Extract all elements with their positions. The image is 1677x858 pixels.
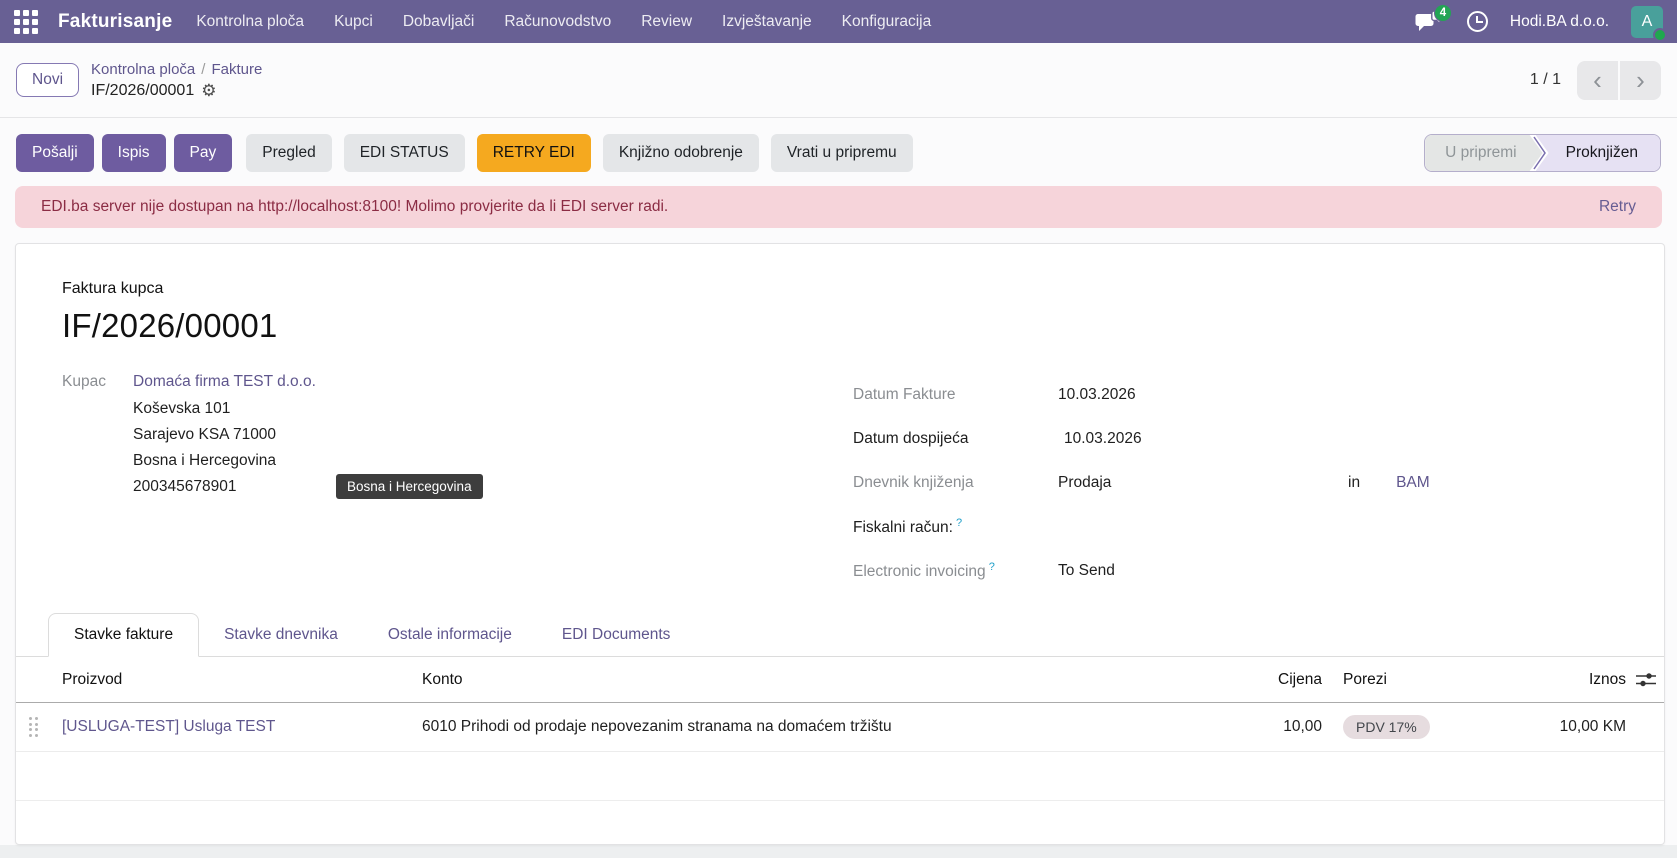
tab-journal-items[interactable]: Stavke dnevnika — [224, 626, 338, 643]
partner-block: Kupac Domaća firma TEST d.o.o. Koševska … — [62, 373, 762, 593]
invoice-form-sheet: Faktura kupca IF/2026/00001 Kupac Domaća… — [15, 243, 1665, 845]
column-header-price[interactable]: Cijena — [1278, 670, 1322, 688]
menu-item-reporting[interactable]: Izvještavanje — [722, 12, 812, 30]
statusbar-arrow-icon — [1532, 135, 1547, 171]
breadcrumb-parent-link[interactable]: Kontrolna ploča — [91, 60, 196, 78]
breadcrumb-current-record: IF/2026/00001 — [91, 81, 195, 99]
empty-line-row[interactable] — [16, 752, 1664, 801]
edi-help-icon[interactable]: ? — [988, 560, 995, 573]
status-step-draft[interactable]: U pripremi — [1425, 135, 1542, 171]
edi-label: Electronic invoicing? — [853, 560, 995, 581]
partner-link[interactable]: Domaća firma TEST d.o.o. — [133, 373, 316, 390]
preview-button[interactable]: Pregled — [246, 134, 332, 172]
pager: 1 / 1 ‹ › — [1529, 60, 1661, 100]
tab-edi-documents[interactable]: EDI Documents — [561, 626, 671, 643]
edi-error-alert: EDI.ba server nije dostupan na http://lo… — [15, 186, 1662, 228]
column-header-taxes[interactable]: Porezi — [1343, 670, 1387, 688]
table-header-row: Proizvod Konto Cijena Porezi Iznos — [16, 657, 1664, 703]
journal-value[interactable]: Prodaja — [1058, 474, 1112, 491]
new-record-button[interactable]: Novi — [16, 63, 80, 97]
breadcrumb-section-link[interactable]: Fakture — [211, 60, 263, 78]
currency-link[interactable]: BAM — [1396, 474, 1430, 491]
fiscal-help-icon[interactable]: ? — [955, 516, 963, 529]
line-account[interactable]: 6010 Prihodi od prodaje nepovezanim stra… — [422, 718, 892, 735]
statusbar: U pripremi Proknjižen — [1424, 134, 1661, 172]
line-price[interactable]: 10,00 — [1283, 718, 1322, 735]
due-date-value[interactable]: 10.03.2026 — [1064, 430, 1142, 447]
user-avatar[interactable]: A — [1631, 5, 1667, 42]
column-header-account[interactable]: Konto — [422, 670, 463, 688]
line-tax-badge[interactable]: PDV 17% — [1343, 715, 1430, 739]
partner-field-label: Kupac — [62, 373, 106, 390]
document-type-label: Faktura kupca — [62, 280, 164, 297]
pay-button[interactable]: Pay — [173, 134, 233, 172]
address-country: Bosna i Hercegovina — [133, 452, 277, 469]
retry-link[interactable]: Retry — [1598, 198, 1636, 215]
pager-previous-button[interactable]: ‹ — [1577, 60, 1618, 100]
edi-status-button[interactable]: EDI STATUS — [343, 134, 465, 172]
page-body: Novi Kontrolna ploča / Fakture IF/2026/000… — [0, 43, 1677, 845]
action-gear-icon[interactable]: ⚙ — [201, 81, 217, 100]
pager-next-button[interactable]: › — [1620, 60, 1661, 100]
partner-address: Koševska 101 Sarajevo KSA 71000 Bosna i … — [133, 396, 762, 500]
invoice-date-value[interactable]: 10.03.2026 — [1058, 386, 1136, 403]
pager-counter: 1 / 1 — [1529, 71, 1561, 88]
company-switcher[interactable]: Hodi.BA d.o.o. — [1509, 12, 1609, 30]
menu-item-customers[interactable]: Kupci — [334, 12, 373, 30]
menu-item-review[interactable]: Review — [641, 12, 693, 30]
due-date-label: Datum dospijeća — [853, 430, 969, 447]
status-step-posted[interactable]: Proknjižen — [1535, 135, 1660, 171]
address-street: Koševska 101 — [133, 400, 231, 417]
notebook-tabs: Stavke fakture Stavke dnevnika Ostale in… — [16, 613, 1664, 657]
avatar-initial: A — [1641, 12, 1653, 30]
credit-note-button[interactable]: Knjižno odobrenje — [602, 134, 759, 172]
messages-count-badge: 4 — [1433, 4, 1452, 22]
print-button[interactable]: Ispis — [101, 134, 166, 172]
column-header-product[interactable]: Proizvod — [62, 670, 123, 688]
action-bar: Pošalji Ispis Pay Pregled EDI STATUS RET… — [0, 118, 1677, 172]
invoice-date-label: Datum Fakture — [853, 386, 956, 403]
drag-handle-icon[interactable] — [29, 717, 62, 737]
invoice-lines-table: Proizvod Konto Cijena Porezi Iznos — [16, 657, 1664, 801]
control-panel-header: Novi Kontrolna ploča / Fakture IF/2026/000… — [0, 43, 1677, 118]
optional-columns-icon[interactable] — [1635, 672, 1657, 688]
journal-in-label: in — [1348, 474, 1361, 491]
invoice-fields: Datum Fakture 10.03.2026 Datum dospijeća… — [838, 373, 1618, 593]
column-header-amount[interactable]: Iznos — [1588, 670, 1626, 688]
address-city: Sarajevo KSA 71000 — [133, 426, 277, 443]
top-navbar: Fakturisanje Kontrolna ploča Kupci Dobav… — [0, 0, 1677, 43]
breadcrumb-separator: / — [201, 60, 206, 78]
table-row[interactable]: [USLUGA-TEST] Usluga TEST 6010 Prihodi o… — [16, 703, 1664, 752]
invoice-number[interactable]: IF/2026/00001 — [62, 307, 278, 344]
tab-other-info[interactable]: Ostale informacije — [387, 626, 512, 643]
app-name[interactable]: Fakturisanje — [58, 10, 173, 32]
menu-item-vendors[interactable]: Dobavljači — [402, 12, 475, 30]
line-amount: 10,00 KM — [1559, 718, 1626, 735]
main-menu: Kontrolna ploča Kupci Dobavljači Računov… — [196, 9, 931, 35]
line-product-link[interactable]: [USLUGA-TEST] Usluga TEST — [62, 718, 276, 735]
messages-icon[interactable]: 4 — [1415, 4, 1452, 33]
tab-invoice-lines[interactable]: Stavke fakture — [48, 613, 200, 657]
menu-item-configuration[interactable]: Konfiguracija — [841, 12, 932, 30]
navbar-systray: 4 Hodi.BA d.o.o. A — [1415, 4, 1667, 42]
retry-edi-button[interactable]: RETRY EDI — [476, 134, 591, 172]
edi-state-value[interactable]: To Send — [1058, 562, 1115, 579]
menu-item-accounting[interactable]: Računovodstvo — [504, 12, 612, 30]
breadcrumb: Kontrolna ploča / Fakture IF/2026/00001 ⚙ — [91, 60, 262, 101]
presence-indicator — [1653, 27, 1667, 42]
apps-menu-icon[interactable] — [14, 9, 38, 34]
alert-message: EDI.ba server nije dostupan na http://lo… — [41, 198, 669, 215]
menu-item-dashboard[interactable]: Kontrolna ploča — [196, 12, 305, 30]
reset-to-draft-button[interactable]: Vrati u pripremu — [770, 134, 913, 172]
address-vat: 200345678901 — [133, 478, 237, 495]
journal-label: Dnevnik knjiženja — [853, 474, 974, 491]
activities-clock-icon[interactable] — [1466, 11, 1488, 32]
fiscal-position-label: Fiskalni račun:? — [853, 516, 963, 537]
send-button[interactable]: Pošalji — [16, 134, 94, 172]
country-tooltip: Bosna i Hercegovina — [336, 474, 483, 499]
